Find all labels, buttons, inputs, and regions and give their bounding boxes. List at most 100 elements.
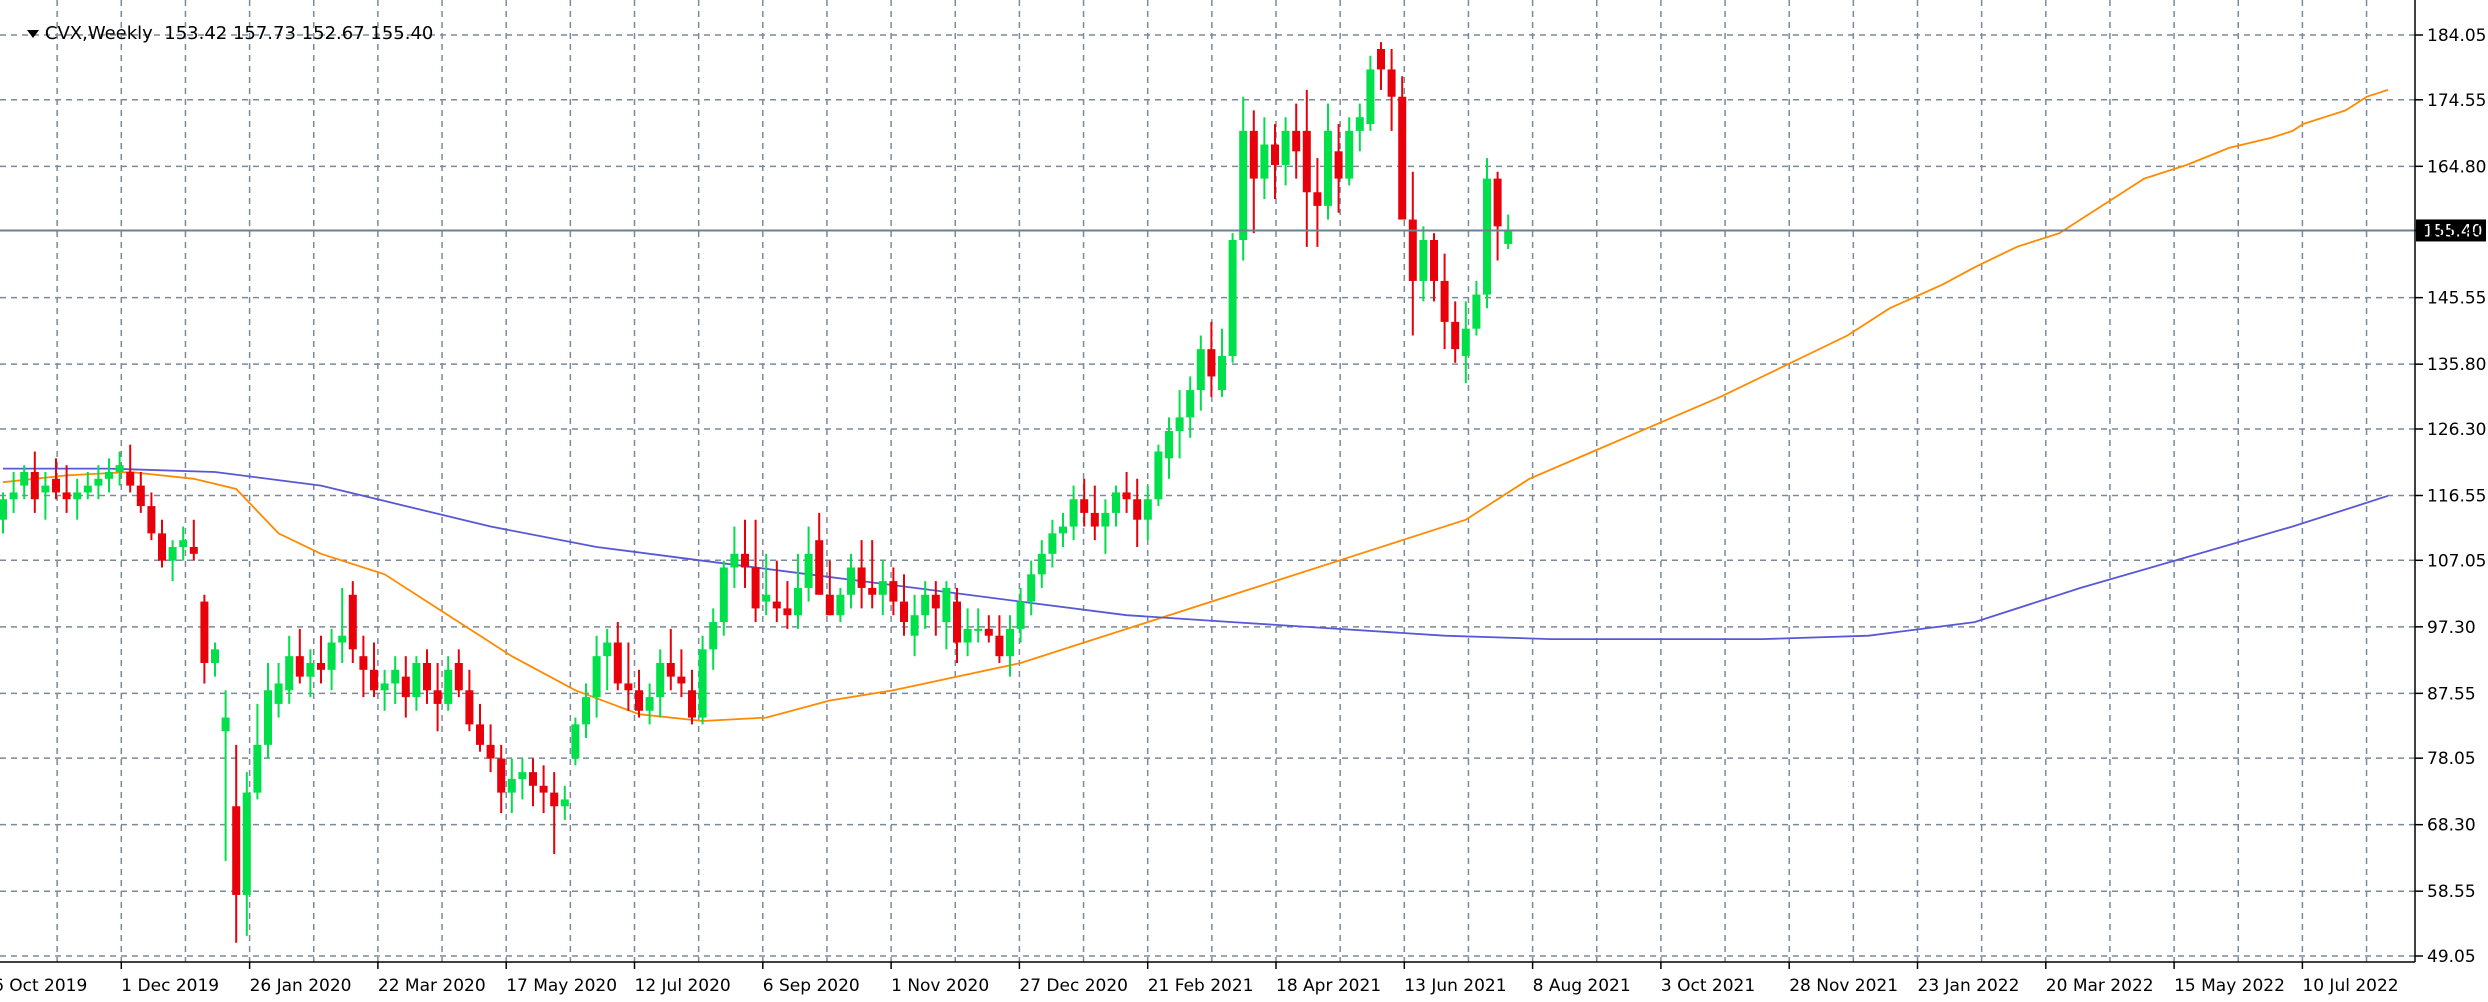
up-candle-body: [1366, 69, 1375, 125]
up-candle-body: [921, 594, 930, 616]
down-candle-body: [1440, 280, 1449, 322]
down-candle-body: [815, 540, 824, 595]
down-candle-body: [931, 594, 940, 609]
down-candle-body: [868, 587, 877, 595]
last-price-tag: [2416, 219, 2486, 242]
down-candle-body: [1292, 130, 1301, 152]
up-candle-body: [211, 649, 219, 663]
up-candle-body: [571, 724, 580, 759]
up-candle-body: [0, 499, 7, 520]
up-candle-body: [1165, 431, 1173, 459]
up-candle-body: [73, 492, 82, 500]
down-candle-body: [348, 594, 357, 650]
down-candle-body: [1377, 48, 1385, 70]
time-tick-label: 13 Jun 2021: [1404, 976, 1506, 996]
up-candle-body: [592, 656, 601, 698]
up-candle-body: [709, 622, 718, 650]
up-candle-body: [1112, 492, 1120, 513]
up-candle-body: [507, 778, 516, 793]
up-candle-body: [391, 669, 400, 684]
price-tick-label: 87.55: [2427, 684, 2476, 704]
price-tick-label: 58.55: [2427, 882, 2476, 902]
price-tick-label: 184.05: [2427, 26, 2486, 46]
up-candle-body: [41, 485, 50, 493]
down-candle-body: [889, 581, 898, 602]
up-candle-body: [327, 642, 336, 670]
time-tick-label: 26 Jan 2020: [250, 976, 352, 996]
up-candle-body: [1186, 390, 1195, 418]
time-tick-label: 1 Nov 2020: [891, 976, 989, 996]
down-candle-body: [1122, 492, 1131, 500]
down-candle-body: [529, 772, 537, 786]
down-candle-body: [476, 724, 484, 745]
time-tick-label: 22 Mar 2020: [378, 976, 486, 996]
up-candle-body: [115, 465, 124, 472]
up-candle-body: [762, 594, 771, 602]
up-candle-body: [1016, 601, 1025, 629]
time-tick-label: 18 Apr 2021: [1276, 976, 1381, 996]
price-tick-label: 116.55: [2427, 487, 2486, 507]
up-candle-body: [1324, 130, 1332, 206]
chart-header: CVX,Weekly 153.42 157.73 152.67 155.40: [4, 2, 433, 65]
moving-average-fast-line: [2, 89, 2389, 722]
up-candle-body: [412, 662, 421, 698]
time-tick-label: 10 Jul 2022: [2302, 976, 2398, 996]
price-tick-label: 97.30: [2427, 618, 2476, 638]
up-candle-body: [242, 792, 251, 895]
dropdown-triangle-icon[interactable]: [26, 30, 39, 38]
down-candle-body: [1398, 96, 1407, 220]
down-candle-body: [1080, 499, 1089, 513]
time-tick-label: 3 Oct 2021: [1661, 976, 1755, 996]
price-tick-label: 174.55: [2427, 91, 2486, 111]
price-tick-label: 164.80: [2427, 157, 2486, 177]
price-tick-label: 107.05: [2427, 551, 2486, 571]
up-candle-body: [221, 717, 230, 732]
up-candle-body: [582, 697, 590, 725]
down-candle-body: [30, 471, 39, 500]
up-candle-body: [1260, 144, 1269, 179]
time-tick-label: 17 May 2020: [506, 976, 617, 996]
up-candle-body: [1355, 117, 1364, 131]
up-candle-body: [444, 669, 453, 704]
down-candle-body: [741, 553, 749, 568]
up-candle-body: [1069, 499, 1078, 527]
down-candle-body: [465, 690, 474, 725]
up-candle-body: [1196, 349, 1205, 391]
up-candle-body: [836, 594, 845, 616]
down-candle-body: [1430, 240, 1438, 281]
time-tick-label: 28 Nov 2021: [1789, 976, 1898, 996]
up-candle-body: [1504, 230, 1513, 244]
up-candle-body: [105, 471, 113, 479]
up-candle-body: [698, 649, 707, 718]
up-candle-body: [847, 567, 855, 595]
last-price-label: 155.40: [2423, 221, 2482, 241]
up-candle-body: [1461, 328, 1470, 356]
down-candle-body: [317, 662, 325, 670]
up-candle-body: [1059, 526, 1067, 534]
up-candle-body: [656, 662, 665, 698]
up-candle-body: [974, 628, 983, 631]
down-candle-body: [995, 635, 1004, 657]
up-candle-body: [804, 553, 813, 588]
down-candle-body: [189, 547, 198, 554]
down-candle-body: [1207, 349, 1216, 377]
up-candle-body: [1048, 533, 1057, 554]
up-candle-body: [603, 642, 612, 657]
time-tick-label: 20 Mar 2022: [2046, 976, 2154, 996]
down-candle-body: [295, 656, 304, 677]
up-candle-body: [306, 662, 315, 677]
down-candle-body: [52, 478, 60, 493]
down-candle-body: [613, 642, 622, 684]
up-candle-body: [1101, 512, 1110, 527]
up-candle-body: [1345, 130, 1354, 179]
up-candle-body: [1281, 130, 1290, 165]
down-candle-body: [772, 601, 781, 609]
down-candle-body: [1090, 512, 1099, 527]
up-candle-body: [1218, 355, 1226, 391]
price-tick-label: 126.30: [2427, 420, 2486, 440]
down-candle-body: [486, 744, 495, 759]
up-candle-body: [1472, 294, 1481, 329]
up-candle-body: [878, 581, 887, 595]
time-tick-label: 12 Jul 2020: [635, 976, 731, 996]
